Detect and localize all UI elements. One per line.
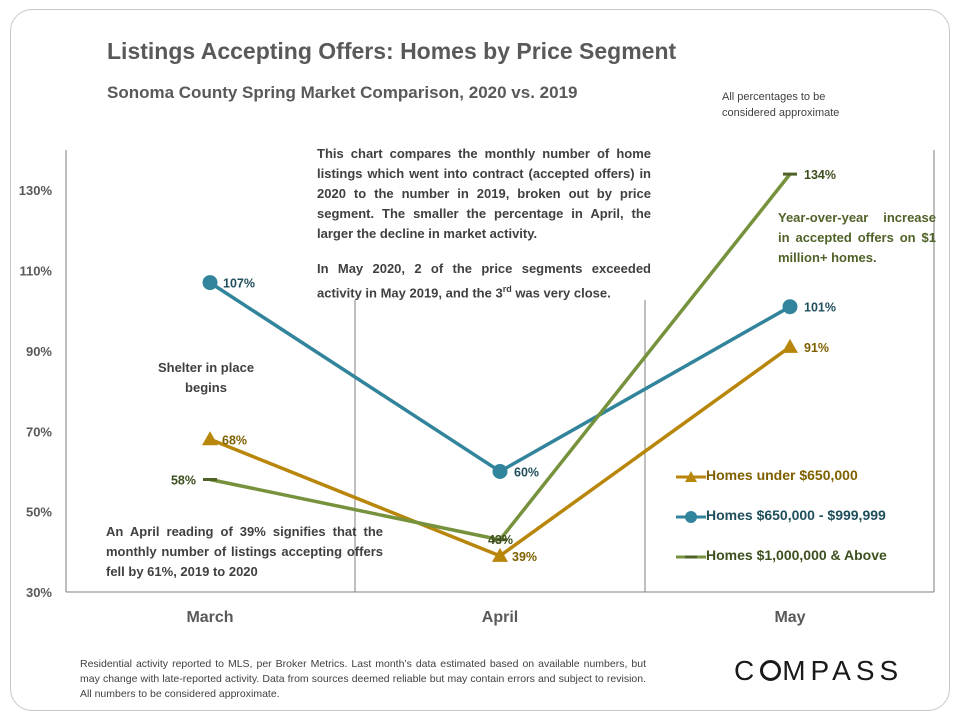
legend-gold-triangle-icon bbox=[676, 471, 706, 482]
source-footnote: Residential activity reported to MLS, pe… bbox=[80, 658, 646, 700]
annotation-may: In May 2020, 2 of the price segments exc… bbox=[317, 259, 651, 303]
annotation-main: This chart compares the monthly number o… bbox=[317, 146, 651, 241]
point-marker-triangle bbox=[782, 338, 798, 353]
point-marker-triangle bbox=[202, 431, 218, 446]
compass-logo: C MPASS bbox=[734, 655, 904, 686]
data-label: 39% bbox=[512, 550, 537, 564]
y-tick-label: 110% bbox=[19, 264, 52, 279]
y-tick-label: 70% bbox=[26, 424, 52, 439]
approximation-note: All percentages to be considered approxi… bbox=[722, 91, 840, 119]
data-label: 58% bbox=[171, 473, 196, 487]
chart-title: Listings Accepting Offers: Homes by Pric… bbox=[107, 38, 677, 64]
chart-frame bbox=[10, 9, 950, 711]
point-marker-triangle bbox=[492, 547, 508, 562]
legend-label-under-650k: Homes under $650,000 bbox=[706, 467, 858, 483]
annotation-april-reading: An April reading of 39% signifies that t… bbox=[106, 524, 383, 579]
annotation-may-text: In May 2020, 2 of the price segments exc… bbox=[317, 261, 651, 301]
point-marker-circle bbox=[782, 299, 798, 315]
data-label: 107% bbox=[223, 277, 255, 291]
data-label: 134% bbox=[804, 168, 836, 182]
compass-logo-o-icon bbox=[760, 660, 782, 681]
annotation-may-text-end: was very close. bbox=[511, 285, 611, 301]
point-marker-circle bbox=[202, 275, 218, 291]
annotation-luxury-increase: Year-over-year increase in accepted offe… bbox=[778, 210, 936, 265]
data-label: 91% bbox=[804, 341, 829, 355]
legend-label-1m-above: Homes $1,000,000 & Above bbox=[706, 547, 887, 563]
annotation-may-superscript: rd bbox=[502, 284, 512, 294]
data-label: 43% bbox=[488, 533, 513, 547]
point-marker-circle bbox=[492, 463, 508, 479]
x-category-label: March bbox=[186, 609, 233, 626]
annotation-shelter-in-place: Shelter in place begins bbox=[157, 360, 255, 395]
y-tick-label: 30% bbox=[26, 585, 52, 600]
legend-teal-circle-icon bbox=[676, 511, 706, 523]
data-label: 68% bbox=[222, 433, 247, 447]
data-label: 60% bbox=[514, 465, 539, 479]
x-category-label: May bbox=[774, 609, 805, 626]
legend-label-650k-999k: Homes $650,000 - $999,999 bbox=[706, 507, 886, 523]
y-tick-label: 130% bbox=[19, 183, 53, 198]
chart-subtitle: Sonoma County Spring Market Comparison, … bbox=[107, 83, 578, 102]
x-category-label: April bbox=[482, 609, 518, 626]
series-line-2 bbox=[209, 281, 791, 474]
y-tick-label: 50% bbox=[26, 505, 52, 520]
legend-green-dash-icon bbox=[676, 555, 706, 559]
y-tick-label: 90% bbox=[26, 344, 52, 359]
data-label: 101% bbox=[804, 301, 836, 315]
